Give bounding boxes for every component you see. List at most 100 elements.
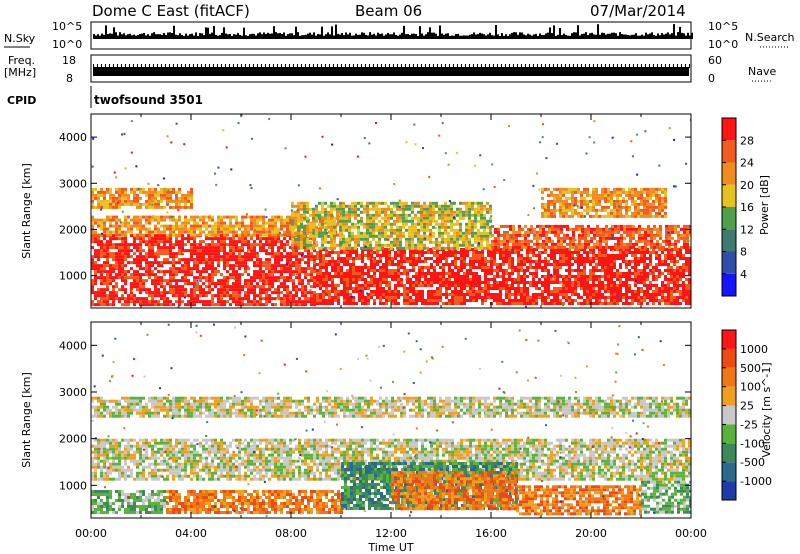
heatmap-cell <box>190 243 193 247</box>
heatmap-cell <box>241 224 244 228</box>
heatmap-cell <box>604 248 607 251</box>
heatmap-cell <box>91 258 94 262</box>
heatmap-cell <box>670 302 673 305</box>
heatmap-cell <box>550 299 553 302</box>
heatmap-cell <box>199 240 202 244</box>
heatmap-cell <box>474 222 477 226</box>
heatmap-cell <box>417 201 420 205</box>
heatmap-cell <box>226 285 229 289</box>
heatmap-cell <box>133 282 136 286</box>
heatmap-cell <box>652 302 655 305</box>
heatmap-cell <box>544 257 547 260</box>
heatmap-cell <box>493 299 496 302</box>
heatmap-cell <box>399 231 402 235</box>
heatmap-cell <box>232 276 235 280</box>
heatmap-cell <box>556 275 559 278</box>
heatmap-cell <box>396 246 399 250</box>
heatmap-cell <box>414 225 417 229</box>
heatmap-cell <box>655 284 658 287</box>
heatmap-cell <box>259 279 262 283</box>
heatmap-cell <box>256 227 259 231</box>
heatmap-cell <box>289 300 292 304</box>
heatmap-cell <box>238 282 241 286</box>
nsky-bar <box>131 35 133 39</box>
heatmap-cell <box>271 218 274 222</box>
heatmap-cell <box>493 263 496 266</box>
heatmap-cell <box>496 284 499 287</box>
heatmap-cell <box>592 302 595 305</box>
heatmap-cell <box>384 201 387 205</box>
nsky-bar <box>285 35 287 39</box>
heatmap-cell <box>229 249 232 253</box>
heatmap-cell <box>433 260 436 263</box>
heatmap-cell <box>217 279 220 283</box>
heatmap-cell <box>477 219 480 223</box>
heatmap-cell <box>318 231 321 235</box>
heatmap-cell <box>385 260 388 263</box>
heatmap-cell <box>346 302 349 305</box>
heatmap-cell <box>616 293 619 296</box>
heatmap-cell <box>432 210 435 214</box>
heatmap-cell <box>154 276 157 280</box>
heatmap-cell <box>541 293 544 296</box>
heatmap-cell <box>250 279 253 283</box>
heatmap-cell <box>520 299 523 302</box>
heatmap-cell <box>166 233 169 237</box>
heatmap-cell <box>607 287 610 290</box>
freq-spike <box>281 64 282 68</box>
heatmap-cell <box>396 240 399 244</box>
heatmap-cell <box>277 246 280 250</box>
heatmap-cell <box>169 285 172 289</box>
heatmap-cell <box>109 297 112 301</box>
heatmap-cell <box>468 201 471 205</box>
heatmap-cell <box>342 234 345 238</box>
nsky-bar <box>439 25 441 39</box>
heatmap-cell <box>283 282 286 286</box>
heatmap-cell <box>670 272 673 275</box>
heatmap-cell <box>109 276 112 280</box>
heatmap-cell <box>378 210 381 214</box>
heatmap-cell <box>643 248 646 251</box>
heatmap-cell <box>366 237 369 241</box>
heatmap-cell <box>226 233 229 237</box>
heatmap-cell <box>160 297 163 301</box>
heatmap-cell <box>361 272 364 275</box>
nsky-bar <box>551 33 553 39</box>
heatmap-cell <box>444 237 447 241</box>
heatmap-cell <box>393 228 396 232</box>
heatmap-cell <box>265 237 268 241</box>
heatmap-cell <box>541 281 544 284</box>
heatmap-cell <box>448 272 451 275</box>
heatmap-cell <box>412 251 415 254</box>
heatmap-cell <box>367 257 370 260</box>
heatmap-cell <box>363 234 366 238</box>
heatmap-cell <box>133 273 136 277</box>
nsky-bar <box>319 34 321 39</box>
nsky-bar <box>343 35 345 39</box>
heatmap-cell <box>489 246 492 250</box>
heatmap-cell <box>235 285 238 289</box>
heatmap-cell <box>202 224 205 228</box>
heatmap-cell <box>634 290 637 293</box>
heatmap-cell <box>622 281 625 284</box>
heatmap-cell <box>262 273 265 277</box>
heatmap-cell <box>502 248 505 251</box>
nsky-bar <box>487 34 489 39</box>
heatmap-cell <box>220 297 223 301</box>
heatmap-cell <box>331 290 334 293</box>
heatmap-cell <box>670 257 673 260</box>
heatmap-cell <box>315 234 318 238</box>
heatmap-cell <box>529 251 532 254</box>
nsky-bar <box>199 33 201 39</box>
heatmap-cell <box>148 276 151 280</box>
freq-spike <box>377 64 378 68</box>
heatmap-cell <box>595 254 598 257</box>
heatmap-cell <box>238 252 241 256</box>
heatmap-cell <box>396 219 399 223</box>
heatmap-cell <box>301 270 304 274</box>
heatmap-cell <box>384 228 387 232</box>
heatmap-cell <box>139 267 142 271</box>
heatmap-cell <box>370 293 373 296</box>
heatmap-cell <box>109 255 112 259</box>
heatmap-cell <box>169 288 172 292</box>
